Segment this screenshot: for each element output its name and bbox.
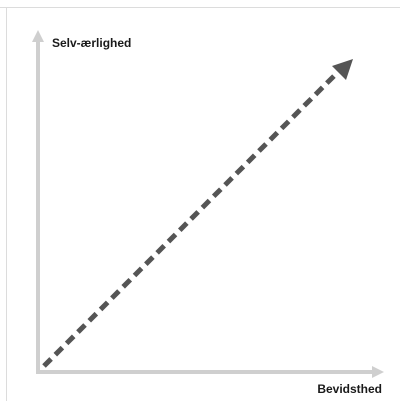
diagonal-dashed-line xyxy=(42,68,342,368)
diagonal-trend-arrow xyxy=(42,59,353,368)
y-axis-label: Selv-ærlighed xyxy=(52,36,131,50)
y-axis xyxy=(32,30,44,374)
arrow-right-icon xyxy=(372,366,384,378)
arrow-up-right-icon xyxy=(332,59,353,80)
arrow-up-icon xyxy=(32,30,44,42)
x-axis-label: Bevidsthed xyxy=(317,382,382,396)
x-axis xyxy=(36,366,384,378)
